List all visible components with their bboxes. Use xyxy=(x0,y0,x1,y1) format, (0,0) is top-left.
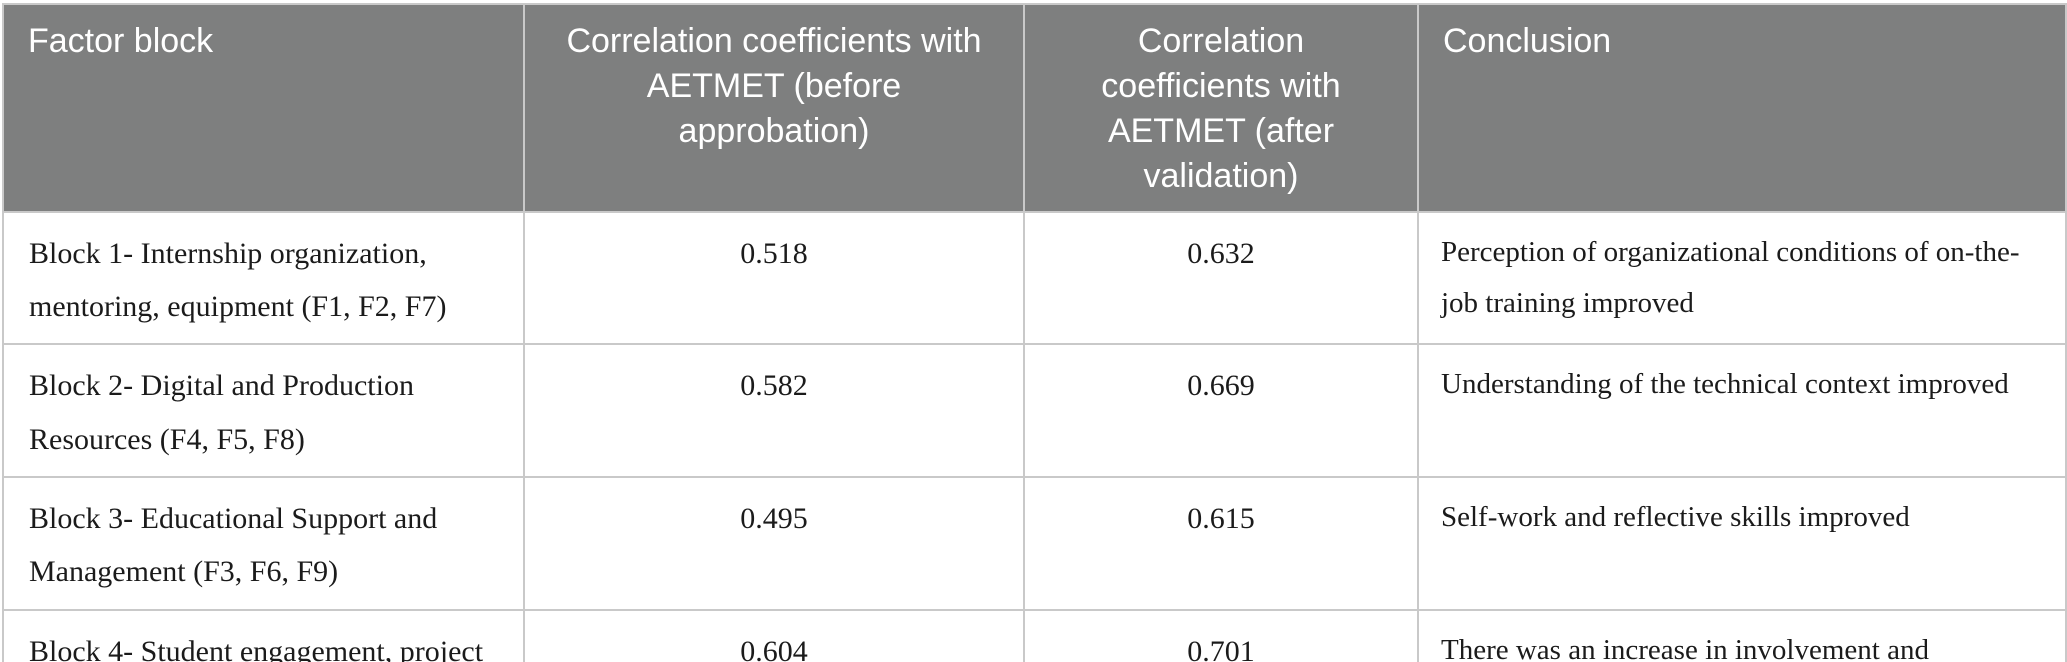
cell-conclusion: Self-work and reflective skills improved xyxy=(1417,476,2067,611)
cell-after-value: 0.615 xyxy=(1023,476,1419,611)
table-row: Block 1- Internship organization, mentor… xyxy=(2,210,2067,346)
table-row: Block 4- Student engagement, project act… xyxy=(2,608,2067,662)
column-header-after-validation: Correlation coefficients with AETMET (af… xyxy=(1023,3,1419,213)
cell-before-value: 0.518 xyxy=(523,210,1025,346)
cell-before-value: 0.582 xyxy=(523,343,1025,479)
cell-before-value: 0.495 xyxy=(523,476,1025,611)
table-row: Block 3- Educational Support and Managem… xyxy=(2,476,2067,611)
cell-factor-block: Block 2- Digital and Production Resource… xyxy=(2,343,525,479)
cell-after-value: 0.632 xyxy=(1023,210,1419,346)
correlation-table: Factor block Correlation coefficients wi… xyxy=(2,3,2067,662)
cell-factor-block: Block 1- Internship organization, mentor… xyxy=(2,210,525,346)
cell-conclusion: Understanding of the technical context i… xyxy=(1417,343,2067,479)
cell-factor-block: Block 3- Educational Support and Managem… xyxy=(2,476,525,611)
cell-before-value: 0.604 xyxy=(523,608,1025,662)
table-body: Block 1- Internship organization, mentor… xyxy=(2,210,2067,662)
header-row: Factor block Correlation coefficients wi… xyxy=(2,3,2067,213)
table-header: Factor block Correlation coefficients wi… xyxy=(2,3,2067,213)
cell-after-value: 0.701 xyxy=(1023,608,1419,662)
cell-after-value: 0.669 xyxy=(1023,343,1419,479)
cell-factor-block: Block 4- Student engagement, project act… xyxy=(2,608,525,662)
cell-conclusion: Perception of organizational conditions … xyxy=(1417,210,2067,346)
column-header-before-approbation: Correlation coefficients with AETMET (be… xyxy=(523,3,1025,213)
table-row: Block 2- Digital and Production Resource… xyxy=(2,343,2067,479)
cell-conclusion: There was an increase in involvement and… xyxy=(1417,608,2067,662)
column-header-factor-block: Factor block xyxy=(2,3,525,213)
column-header-conclusion: Conclusion xyxy=(1417,3,2067,213)
